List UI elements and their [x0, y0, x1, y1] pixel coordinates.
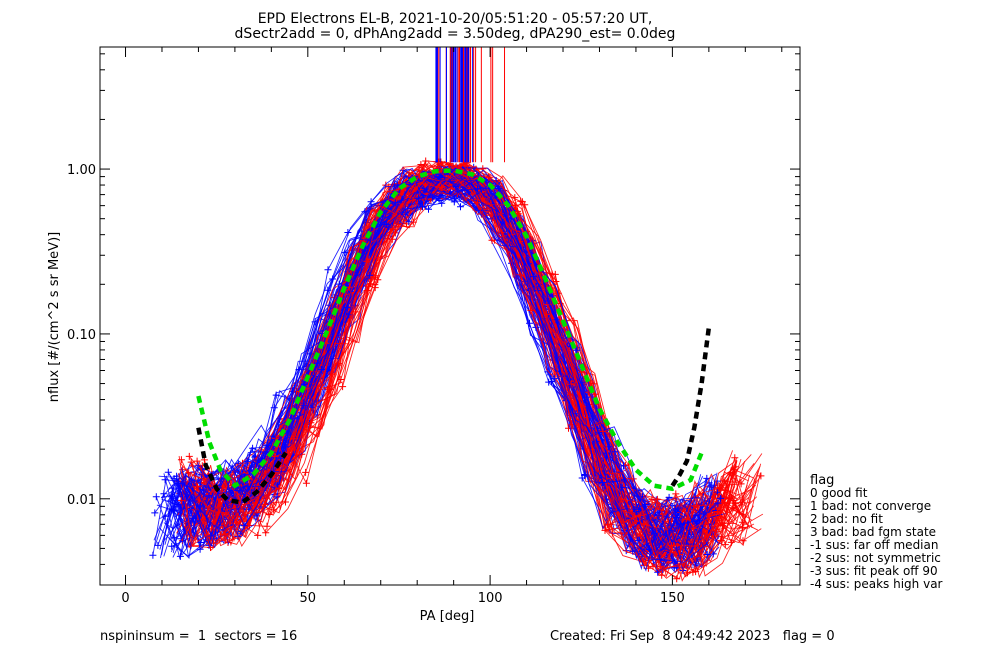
markers-blue — [175, 184, 722, 530]
legend-item: 0 good fit — [810, 486, 868, 500]
fit-curve-green — [196, 168, 704, 492]
chart-title-line1: EPD Electrons EL-B, 2021-10-20/05:51:20 … — [258, 11, 653, 27]
markers-red — [198, 170, 747, 556]
y-tick-label: 1.00 — [67, 163, 96, 178]
trace-red — [196, 165, 749, 569]
trace-blue — [163, 166, 701, 551]
traces-layer — [149, 47, 765, 583]
x-tick-label: 0 — [121, 591, 129, 606]
trace-blue — [160, 175, 708, 563]
fit-curve-black — [196, 427, 288, 505]
axis-ticks: 0 50 100 150 0.01 0.10 1.00 — [67, 47, 800, 606]
legend-item: 1 bad: not converge — [810, 499, 931, 513]
trace-red — [178, 160, 737, 579]
trace-blue — [162, 170, 704, 572]
trace-red — [200, 176, 755, 551]
plot-frame — [99, 46, 801, 586]
trace-blue — [164, 173, 710, 560]
footer-right: Created: Fri Sep 8 04:49:42 2023 flag = … — [550, 629, 835, 644]
legend-item: -4 sus: peaks high var — [810, 577, 943, 591]
y-tick-label: 0.10 — [67, 328, 96, 343]
footer-left: nspininsum = 1 sectors = 16 — [100, 629, 297, 644]
markers-red — [177, 171, 721, 539]
trace-red — [191, 162, 752, 554]
x-tick-label: 100 — [478, 591, 503, 606]
flag-legend: flag 0 good fit 1 bad: not converge 2 ba… — [810, 473, 943, 591]
markers-blue — [160, 168, 711, 558]
legend-item: 2 bad: no fit — [810, 512, 883, 526]
trace-red — [198, 162, 755, 580]
plot-area-border — [99, 46, 801, 586]
legend-item: -3 sus: fit peak off 90 — [810, 564, 938, 578]
legend-item: -1 sus: far off median — [810, 538, 938, 552]
trace-red — [177, 166, 732, 538]
legend-title: flag — [810, 473, 834, 488]
markers-red — [198, 176, 747, 545]
trace-red — [197, 170, 752, 547]
trace-red — [180, 171, 736, 549]
x-tick-label: 50 — [300, 591, 317, 606]
y-tick-label: 0.01 — [67, 493, 96, 508]
x-axis-label: PA [deg] — [420, 609, 475, 624]
fit-curve-black — [670, 326, 712, 487]
fit-curves-layer — [196, 168, 712, 505]
x-tick-label: 150 — [660, 591, 685, 606]
legend-item: 3 bad: bad fgm state — [810, 525, 936, 539]
trace-red — [204, 167, 755, 533]
chart-title-line2: dSectr2add = 0, dPhAng2add = 3.50deg, dP… — [235, 26, 676, 42]
y-axis-label: nflux [#/(cm^2 s sr MeV)] — [47, 232, 62, 402]
legend-item: -2 sus: not symmetric — [810, 551, 941, 565]
trace-red — [200, 174, 757, 571]
